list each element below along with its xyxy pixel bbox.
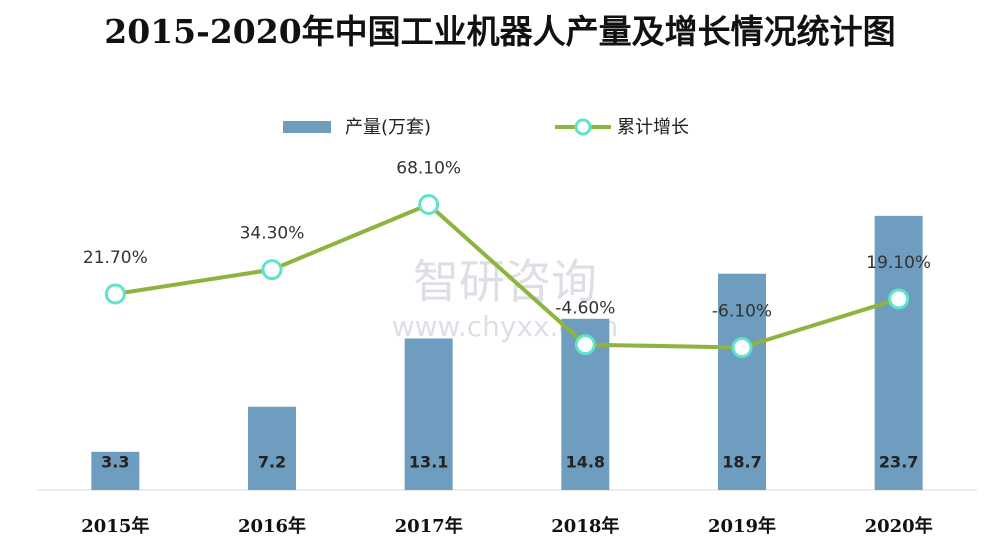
x-tick-label: 2016年 [238,515,306,537]
x-tick-label: 2020年 [865,515,933,537]
data-label: 23.7 [879,453,918,472]
line-marker [418,193,440,215]
legend-swatch [283,121,331,133]
bar [248,406,296,490]
chart-title: 2015-2020年中国工业机器人产量及增长情况统计图 [104,12,896,51]
bar [91,451,140,490]
data-label: 7.2 [258,453,286,472]
bar [718,273,766,490]
legend-label: 累计增长 [617,117,689,138]
bar [874,215,923,490]
line-marker [261,259,283,281]
legend-label: 产量(万套) [345,117,431,138]
line-marker [574,334,596,356]
data-label: 18.7 [722,453,761,472]
data-label: 34.30% [240,224,305,244]
data-label: 14.8 [566,453,605,472]
data-label: 21.70% [83,248,148,268]
line-marker [888,288,910,310]
data-label: -4.60% [555,299,615,319]
x-tick-label: 2017年 [395,515,463,537]
watermark: 智研咨询 [413,255,597,309]
data-label: 3.3 [101,453,129,472]
bar [404,338,453,490]
x-tick-label: 2019年 [708,515,776,537]
line-marker [104,283,126,305]
data-label: 19.10% [866,253,931,273]
data-label: 68.10% [396,158,461,178]
data-label: 13.1 [409,453,448,472]
line [115,202,900,350]
x-tick-label: 2015年 [81,515,149,537]
legend-marker [574,118,592,136]
x-tick-label: 2018年 [551,515,619,537]
line-marker [731,337,753,359]
data-label: -6.10% [712,302,772,322]
